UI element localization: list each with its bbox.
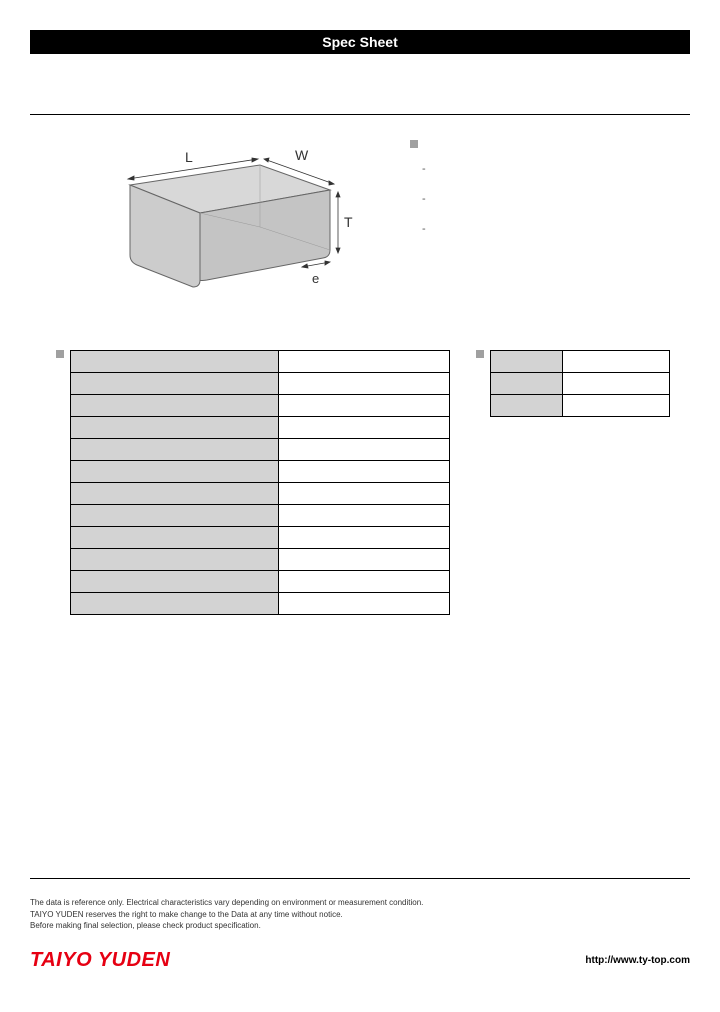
brand-url: http://www.ty-top.com [585,955,690,966]
spec-table [70,350,450,615]
note-item-1: - [422,193,690,205]
side-table [490,350,670,417]
side-value-cell [562,373,669,395]
note-item-2: - [422,223,690,235]
tables-row [30,350,690,615]
spec-label-cell [71,395,279,417]
spec-label-cell [71,571,279,593]
spec-value-cell [279,373,450,395]
disclaimer-line-2: TAIYO YUDEN reserves the right to make c… [30,909,690,920]
spec-value-cell [279,527,450,549]
disclaimer-text: The data is reference only. Electrical c… [30,897,690,931]
spec-label-cell [71,527,279,549]
side-label-cell [491,351,563,373]
table-row [71,417,450,439]
brand-logo: TAIYO YUDEN [30,949,170,972]
side-label-cell [491,373,563,395]
table-row [71,351,450,373]
spec-label-cell [71,417,279,439]
spec-value-cell [279,395,450,417]
spec-label-cell [71,373,279,395]
spec-value-cell [279,549,450,571]
right-notes: - - - [390,135,690,320]
dim-label-L: L [185,149,193,165]
table-row [71,549,450,571]
title-text: Spec Sheet [322,34,397,50]
table-row [491,373,670,395]
header-rule [30,114,690,115]
side-table-wrap [490,350,670,417]
footer-rule [30,878,690,879]
footer-bottom: TAIYO YUDEN http://www.ty-top.com [30,949,690,972]
dim-label-W: W [295,147,309,163]
spec-value-cell [279,439,450,461]
spec-label-cell [71,351,279,373]
spec-table-marker-icon [56,350,64,358]
side-table-marker-icon [476,350,484,358]
spec-label-cell [71,549,279,571]
table-row [491,351,670,373]
side-value-cell [562,395,669,417]
table-row [71,571,450,593]
spec-value-cell [279,461,450,483]
spec-value-cell [279,483,450,505]
table-row [71,505,450,527]
spec-value-cell [279,571,450,593]
spec-value-cell [279,505,450,527]
disclaimer-line-1: The data is reference only. Electrical c… [30,897,690,908]
side-label-cell [491,395,563,417]
table-row [71,439,450,461]
spec-value-cell [279,593,450,615]
spec-label-cell [71,505,279,527]
diagram-area: L W T e [30,135,390,320]
spec-table-wrap [70,350,450,615]
component-diagram: L W T e [90,135,360,315]
note-item-0: - [422,163,690,175]
table-row [71,483,450,505]
spec-label-cell [71,593,279,615]
footer: The data is reference only. Electrical c… [30,878,690,972]
disclaimer-line-3: Before making final selection, please ch… [30,920,690,931]
side-value-cell [562,351,669,373]
dim-label-e: e [312,271,319,286]
dim-label-T: T [344,214,353,230]
table-row [71,395,450,417]
upper-section: L W T e - - [30,135,690,320]
title-bar: Spec Sheet [30,30,690,54]
spec-value-cell [279,351,450,373]
table-row [71,461,450,483]
spec-label-cell [71,483,279,505]
table-row [71,373,450,395]
spec-label-cell [71,461,279,483]
table-row [71,527,450,549]
table-row [491,395,670,417]
spec-label-cell [71,439,279,461]
notes-marker-icon [410,140,418,148]
table-row [71,593,450,615]
spec-value-cell [279,417,450,439]
